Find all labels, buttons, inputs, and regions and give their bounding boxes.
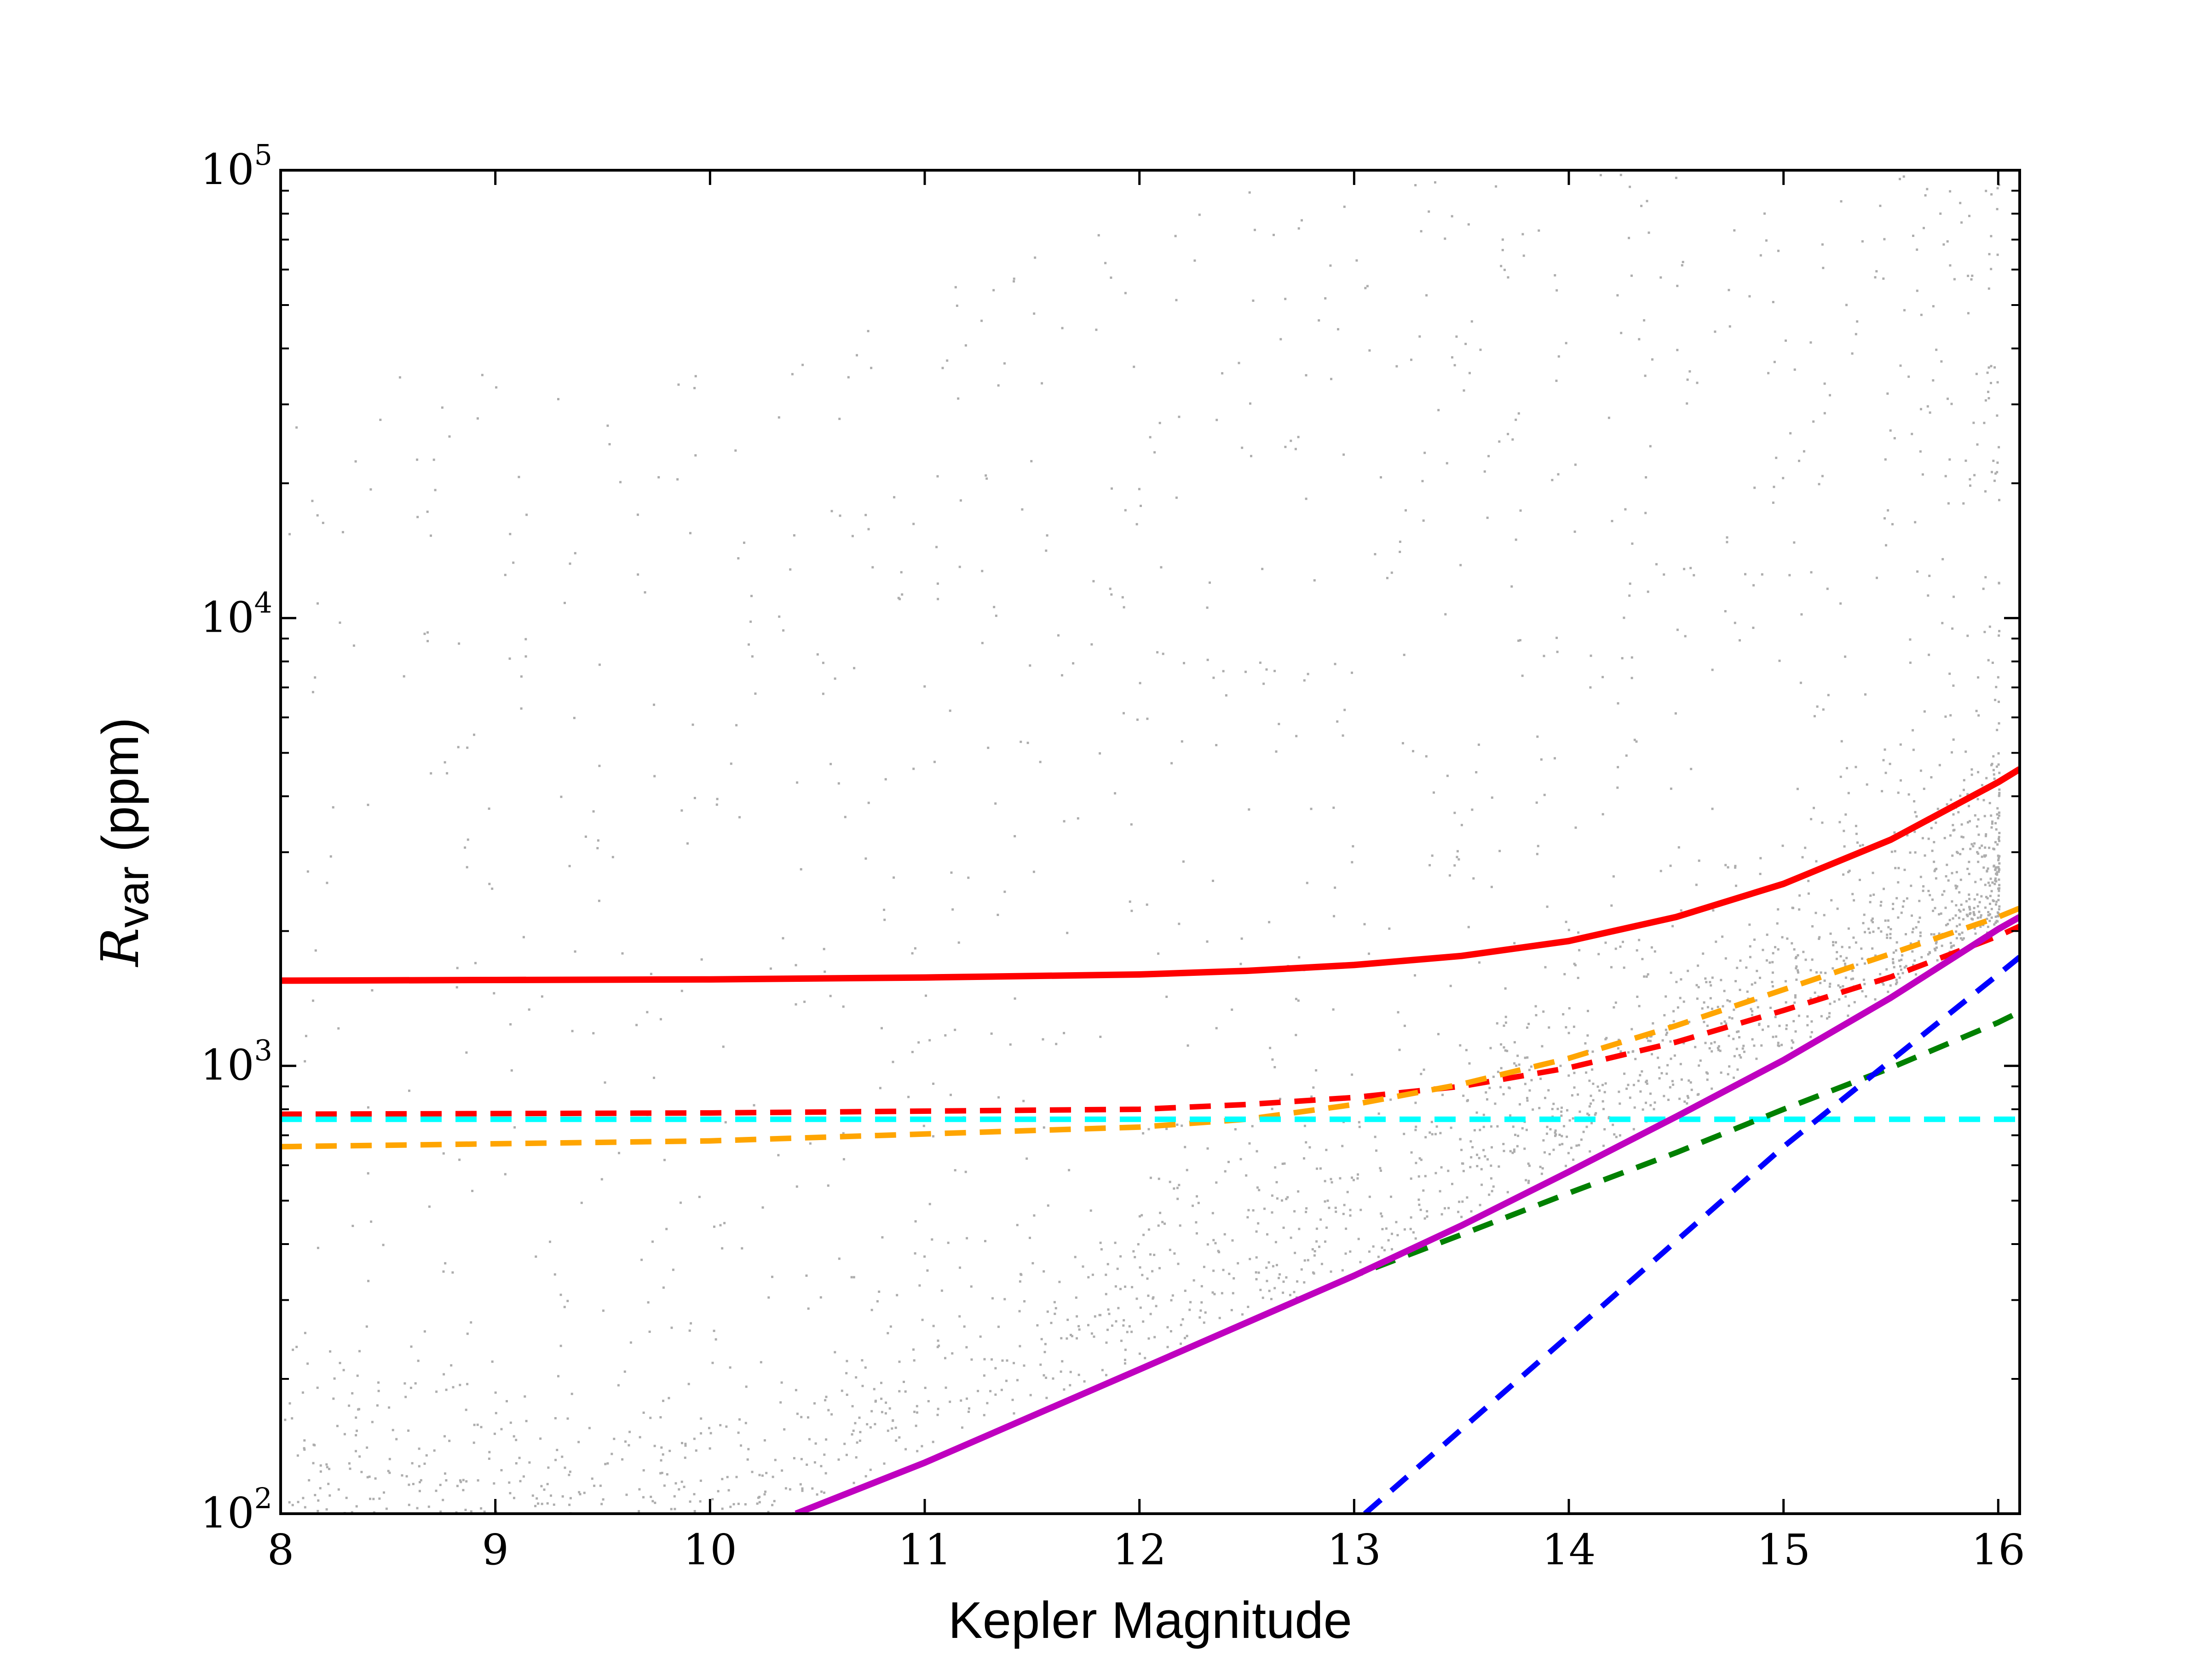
y-tick-label: 104 (200, 586, 272, 642)
y-tick-label: 105 (200, 138, 272, 194)
model-curves (281, 766, 2020, 1514)
x-tick-label: 14 (1542, 1525, 1596, 1574)
y-axis-label-unit: (ppm) (92, 717, 149, 852)
x-tick-label: 9 (482, 1525, 509, 1574)
x-tick-label: 10 (683, 1525, 737, 1574)
curve-6-solid (795, 914, 2020, 1514)
y-tick-label: 103 (200, 1034, 272, 1090)
plot-frame (279, 169, 2021, 1515)
curve-2-dashed (281, 905, 2020, 1150)
x-tick-label: 8 (267, 1525, 294, 1574)
y-tick-label: 102 (200, 1481, 272, 1538)
curve-5-dashed (1363, 955, 2020, 1514)
axis-ticks (279, 169, 2020, 1515)
curve-1-dashed (281, 923, 2020, 1117)
y-axis-label: Rvar (ppm) (91, 717, 158, 967)
x-tick-label: 13 (1327, 1525, 1381, 1574)
y-tick-labels: 102 103 104 105 (200, 138, 272, 1538)
x-tick-label: 15 (1757, 1525, 1810, 1574)
y-axis-label-space (92, 852, 149, 866)
y-axis-label-subscript: var (109, 866, 158, 928)
svg-text:Rvar (ppm): Rvar (ppm) (91, 717, 158, 967)
curve-0-solid (281, 766, 2020, 984)
y-axis-label-symbol: R (91, 928, 150, 967)
x-tick-label: 16 (1971, 1525, 2025, 1574)
x-tick-label: 11 (898, 1525, 951, 1574)
x-axis-label: Kepler Magnitude (948, 1591, 1352, 1649)
x-tick-labels: 8 9 10 11 12 13 14 15 16 (267, 1525, 2025, 1574)
x-tick-label: 12 (1112, 1525, 1166, 1574)
